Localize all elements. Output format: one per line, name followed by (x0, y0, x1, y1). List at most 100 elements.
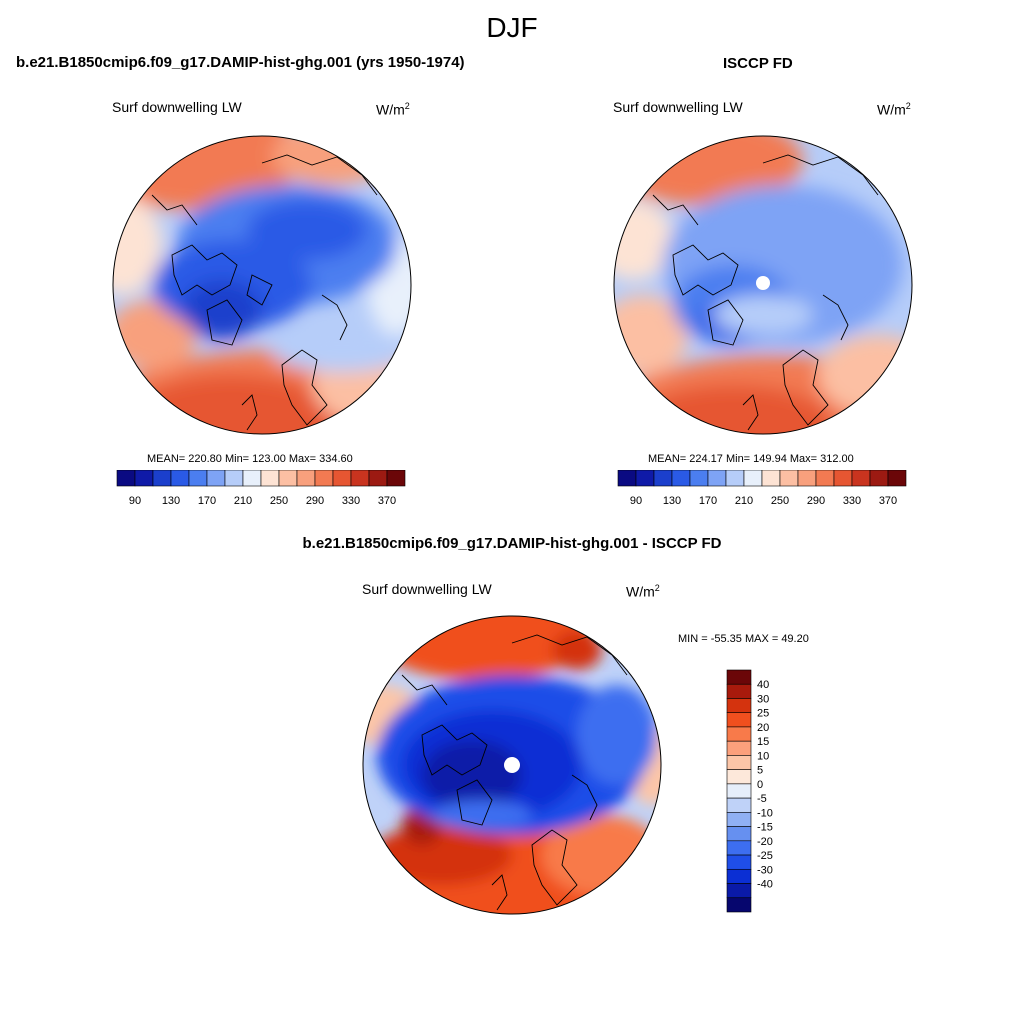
diff-colorbar-box (726, 783, 752, 799)
diff-polar-map (362, 615, 662, 915)
obs-colorbar-box (725, 470, 745, 487)
diff-colorbar-box (726, 669, 752, 685)
model-colorbar-tick-label: 210 (234, 495, 252, 507)
obs-colorbar-tick-label: 130 (663, 495, 681, 507)
obs-colorbar-box (887, 470, 907, 487)
figure-title: DJF (486, 12, 538, 43)
model-colorbar-tick-label: 370 (378, 495, 396, 507)
model-colorbar-box (260, 470, 280, 487)
diff-colorbar: 40 30 25 20 15 10 5 0 -5 -10 -15 -20 -25 -30 -40 (726, 669, 773, 913)
diff-colorbar-box (726, 868, 752, 884)
model-stats-label: MEAN= 220.80 Min= 123.00 Max= 334.60 (147, 453, 353, 465)
diff-colorbar-tick-label: 25 (757, 708, 769, 720)
model-colorbar-box (368, 470, 388, 487)
diff-colorbar-box (726, 883, 752, 899)
obs-colorbar-tick-label: 170 (699, 495, 717, 507)
diff-colorbar-tick-label: 15 (757, 736, 769, 748)
diff-colorbar-box (726, 812, 752, 827)
obs-colorbar-box (707, 470, 727, 487)
diff-colorbar-box (726, 698, 752, 714)
diff-colorbar-box (726, 740, 752, 756)
model-colorbar-box (332, 470, 352, 487)
model-colorbar-tick-label: 130 (162, 495, 180, 507)
model-colorbar-tick-label: 250 (270, 495, 288, 507)
diff-panel-title: b.e21.B1850cmip6.f09_g17.DAMIP-hist-ghg.… (302, 535, 722, 552)
diff-colorbar-tick-label: 5 (757, 765, 763, 777)
obs-colorbar-tick-label: 90 (630, 495, 642, 507)
model-colorbar-box (170, 470, 190, 487)
model-panel-title: b.e21.B1850cmip6.f09_g17.DAMIP-hist-ghg.… (16, 54, 465, 71)
model-colorbar-tick-label: 90 (129, 495, 141, 507)
diff-minmax-label: MIN = -55.35 MAX = 49.20 (678, 633, 809, 645)
diff-colorbar-box (726, 797, 752, 813)
obs-colorbar-tick-label: 370 (879, 495, 897, 507)
obs-colorbar-box (761, 470, 781, 487)
diff-colorbar-box (726, 683, 752, 699)
diff-colorbar-tick-label: 40 (757, 679, 769, 691)
obs-colorbar-tick-label: 290 (807, 495, 825, 507)
diff-variable-label: Surf downwelling LW (362, 581, 492, 597)
model-colorbar-box (134, 470, 154, 487)
model-colorbar-box (386, 470, 406, 487)
diff-colorbar-tick-label: 30 (757, 693, 769, 705)
obs-colorbar-tick-label: 250 (771, 495, 789, 507)
obs-polar-map (613, 135, 913, 435)
obs-colorbar-box (833, 470, 853, 487)
obs-units-label: W/m2 (877, 101, 911, 118)
model-colorbar-box (314, 470, 334, 487)
model-variable-label: Surf downwelling LW (112, 99, 242, 115)
diff-colorbar-tick-label: -5 (757, 793, 767, 805)
model-colorbar-box (224, 470, 244, 487)
diff-colorbar-box (726, 726, 752, 742)
obs-colorbar-box (671, 470, 691, 487)
diff-colorbar-box (726, 826, 752, 842)
obs-colorbar-box (743, 470, 763, 487)
diff-units-label: W/m2 (626, 583, 660, 600)
model-colorbar-tick-label: 170 (198, 495, 216, 507)
obs-colorbar-box (653, 470, 673, 487)
obs-colorbar-box (635, 470, 655, 487)
diff-colorbar-tick-label: -15 (757, 822, 773, 834)
diff-colorbar-box (726, 897, 752, 913)
obs-colorbar-box (617, 470, 637, 487)
diff-colorbar-tick-label: -40 (757, 879, 773, 891)
model-colorbar-box (242, 470, 262, 487)
diff-colorbar-box (726, 769, 752, 785)
model-colorbar-box (350, 470, 370, 487)
model-colorbar-box (278, 470, 298, 487)
obs-variable-label: Surf downwelling LW (613, 99, 743, 115)
diff-colorbar-tick-label: -25 (757, 850, 773, 862)
model-colorbar-tick-label: 330 (342, 495, 360, 507)
model-colorbar-box (296, 470, 316, 487)
obs-colorbar-tick-label: 210 (735, 495, 753, 507)
obs-colorbar-tick-label: 330 (843, 495, 861, 507)
obs-colorbar-box (851, 470, 871, 487)
diff-colorbar-tick-label: -10 (757, 807, 773, 819)
model-units-label: W/m2 (376, 101, 410, 118)
model-colorbar-box (116, 470, 136, 487)
obs-panel-title: ISCCP FD (723, 55, 793, 72)
obs-colorbar-box (797, 470, 817, 487)
model-colorbar-box (152, 470, 172, 487)
obs-colorbar-box (815, 470, 835, 487)
diff-colorbar-tick-label: 0 (757, 779, 763, 791)
obs-stats-label: MEAN= 224.17 Min= 149.94 Max= 312.00 (648, 453, 854, 465)
diff-colorbar-tick-label: -30 (757, 864, 773, 876)
obs-colorbar: 90 130 170 210 250 290 330 370 (617, 470, 907, 507)
diff-colorbar-box (726, 755, 752, 770)
model-colorbar: 90 130 170 210 250 290 330 370 (116, 470, 406, 507)
diff-colorbar-tick-label: -20 (757, 836, 773, 848)
diff-colorbar-box (726, 854, 752, 870)
model-colorbar-tick-label: 290 (306, 495, 324, 507)
obs-colorbar-box (779, 470, 799, 487)
diff-missing-pole-marker (504, 757, 520, 773)
diff-colorbar-tick-label: 10 (757, 750, 769, 762)
obs-colorbar-box (869, 470, 889, 487)
model-colorbar-box (206, 470, 226, 487)
diff-colorbar-box (726, 712, 752, 728)
diff-colorbar-box (726, 840, 752, 856)
model-polar-map (112, 135, 412, 435)
model-colorbar-box (188, 470, 208, 487)
diff-colorbar-tick-label: 20 (757, 722, 769, 734)
obs-colorbar-box (689, 470, 709, 487)
